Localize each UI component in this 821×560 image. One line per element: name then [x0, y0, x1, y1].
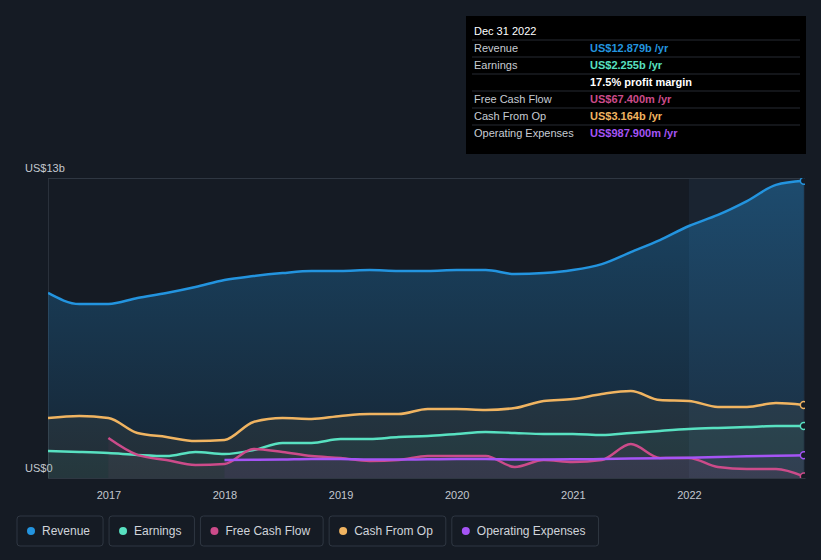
background	[0, 0, 821, 560]
legend-box	[109, 516, 194, 546]
series-area	[48, 391, 804, 478]
tooltip-value: US$987.900m /yr	[590, 127, 678, 139]
tooltip-value: 17.5% profit margin	[590, 76, 692, 88]
legend-item[interactable]: Earnings	[109, 516, 194, 546]
tooltip-label: Free Cash Flow	[474, 93, 552, 105]
tooltip-value: US$3.164b /yr	[590, 110, 663, 122]
legend-item[interactable]: Cash From Op	[329, 516, 446, 546]
end-point	[800, 452, 805, 459]
legend-swatch	[119, 527, 127, 535]
tooltip-label: Revenue	[474, 42, 518, 54]
legend-box	[452, 516, 599, 546]
end-point	[800, 401, 805, 408]
plot-area	[48, 178, 805, 478]
tooltip-separator	[472, 74, 800, 75]
x-tick: 2022	[677, 478, 701, 501]
x-tick-label: 2020	[445, 489, 469, 501]
tooltip-separator	[472, 91, 800, 92]
tooltip-separator	[472, 57, 800, 58]
x-tick-label: 2019	[329, 489, 353, 501]
tooltip-label: Earnings	[474, 59, 518, 71]
end-point	[800, 473, 805, 478]
legend-swatch	[210, 527, 218, 535]
legend-item[interactable]: Free Cash Flow	[200, 516, 323, 546]
tooltip-label: Operating Expenses	[474, 127, 574, 139]
tooltip-separator	[472, 125, 800, 126]
end-point	[800, 178, 805, 184]
legend-label: Cash From Op	[354, 524, 433, 538]
series-line	[224, 455, 803, 460]
legend-box	[329, 516, 446, 546]
x-tick: 2017	[97, 478, 121, 501]
legend-label: Revenue	[42, 524, 90, 538]
x-tick-label: 2021	[561, 489, 585, 501]
x-tick: 2021	[561, 478, 585, 501]
series-line	[48, 391, 804, 441]
legend: Revenue Earnings Free Cash Flow Cash From O…	[17, 516, 599, 546]
grid-line	[48, 178, 805, 179]
x-axis: 2017 2018 2019 2020 2021 2022	[49, 478, 806, 501]
legend-label: Earnings	[134, 524, 181, 538]
series-line	[48, 181, 804, 304]
tooltip-separator	[472, 108, 800, 109]
tooltip-box	[466, 16, 806, 154]
x-axis-line	[49, 478, 806, 479]
series-line	[48, 426, 804, 456]
end-point	[800, 422, 805, 429]
x-tick: 2020	[445, 478, 469, 501]
grid-line	[48, 478, 805, 479]
legend-box	[200, 516, 323, 546]
y-axis: US$0US$13b	[25, 162, 805, 479]
legend-swatch	[462, 527, 470, 535]
tooltip-label: Cash From Op	[474, 110, 546, 122]
tooltip: Dec 31 2022 Revenue US$12.879b /yr Earnings…	[466, 16, 806, 154]
legend-item[interactable]: Revenue	[17, 516, 103, 546]
legend-box	[17, 516, 103, 546]
y-tick-label: US$13b	[25, 162, 65, 174]
x-tick: 2019	[329, 478, 353, 501]
legend-label: Free Cash Flow	[225, 524, 310, 538]
x-tick-label: 2017	[97, 489, 121, 501]
series-area	[48, 181, 804, 478]
chart-root: US$0US$13b 2017 2018 2019 2020 2021 2022 Revenu…	[0, 0, 821, 560]
tooltip-separator	[472, 40, 800, 41]
tooltip-value: US$12.879b /yr	[590, 42, 669, 54]
x-tick-label: 2018	[213, 489, 237, 501]
tooltip-title: Dec 31 2022	[474, 25, 536, 37]
legend-item[interactable]: Operating Expenses	[452, 516, 599, 546]
legend-label: Operating Expenses	[477, 524, 586, 538]
x-tick-label: 2022	[677, 489, 701, 501]
tooltip-value: US$2.255b /yr	[590, 59, 663, 71]
legend-swatch	[339, 527, 347, 535]
y-tick: US$13b	[25, 162, 805, 179]
tooltip-value: US$67.400m /yr	[590, 93, 672, 105]
legend-swatch	[27, 527, 35, 535]
series-line	[108, 438, 803, 476]
x-tick: 2018	[213, 478, 237, 501]
